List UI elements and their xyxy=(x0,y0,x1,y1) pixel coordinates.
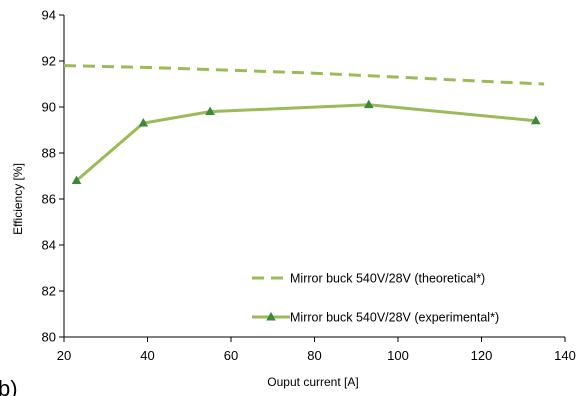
data-point xyxy=(138,117,149,127)
x-tick-label: 60 xyxy=(224,348,238,363)
y-tick-label: 80 xyxy=(42,330,56,345)
y-tick-label: 88 xyxy=(42,146,56,161)
series-line-2 xyxy=(75,103,536,182)
y-tick-label: 84 xyxy=(42,238,56,253)
series-line-1 xyxy=(63,64,545,86)
legend: Mirror buck 540V/28V (theoretical*) Mirro… xyxy=(252,272,499,325)
x-tick-label: 20 xyxy=(57,348,71,363)
y-tick-label: 92 xyxy=(42,54,56,69)
legend-marker-icon xyxy=(266,311,276,321)
data-point xyxy=(71,175,82,185)
data-point xyxy=(363,99,374,109)
x-tick-label: 140 xyxy=(554,348,576,363)
x-tick-label: 80 xyxy=(307,348,321,363)
y-axis-title: Efficiency [%] xyxy=(11,163,25,235)
data-point xyxy=(530,115,541,125)
panel-label: b) xyxy=(0,376,18,396)
x-tick-label: 120 xyxy=(471,348,493,363)
legend-label-1: Mirror buck 540V/28V (theoretical*) xyxy=(290,272,485,286)
data-point xyxy=(205,106,215,116)
x-tick-label: 100 xyxy=(387,348,409,363)
y-tick-label: 82 xyxy=(42,284,56,299)
tick-labels: 80 82 84 86 88 90 92 94 20 40 60 80 100 120 140 xyxy=(42,8,576,364)
x-tick-label: 40 xyxy=(140,348,154,363)
x-axis-title: Ouput current [A] xyxy=(267,375,358,389)
legend-label-2: Mirror buck 540V/28V (experimental*) xyxy=(290,311,499,325)
y-tick-label: 94 xyxy=(42,8,56,23)
axes xyxy=(59,14,566,342)
y-tick-label: 90 xyxy=(42,100,56,115)
y-tick-label: 86 xyxy=(42,192,56,207)
data-series xyxy=(63,64,545,185)
